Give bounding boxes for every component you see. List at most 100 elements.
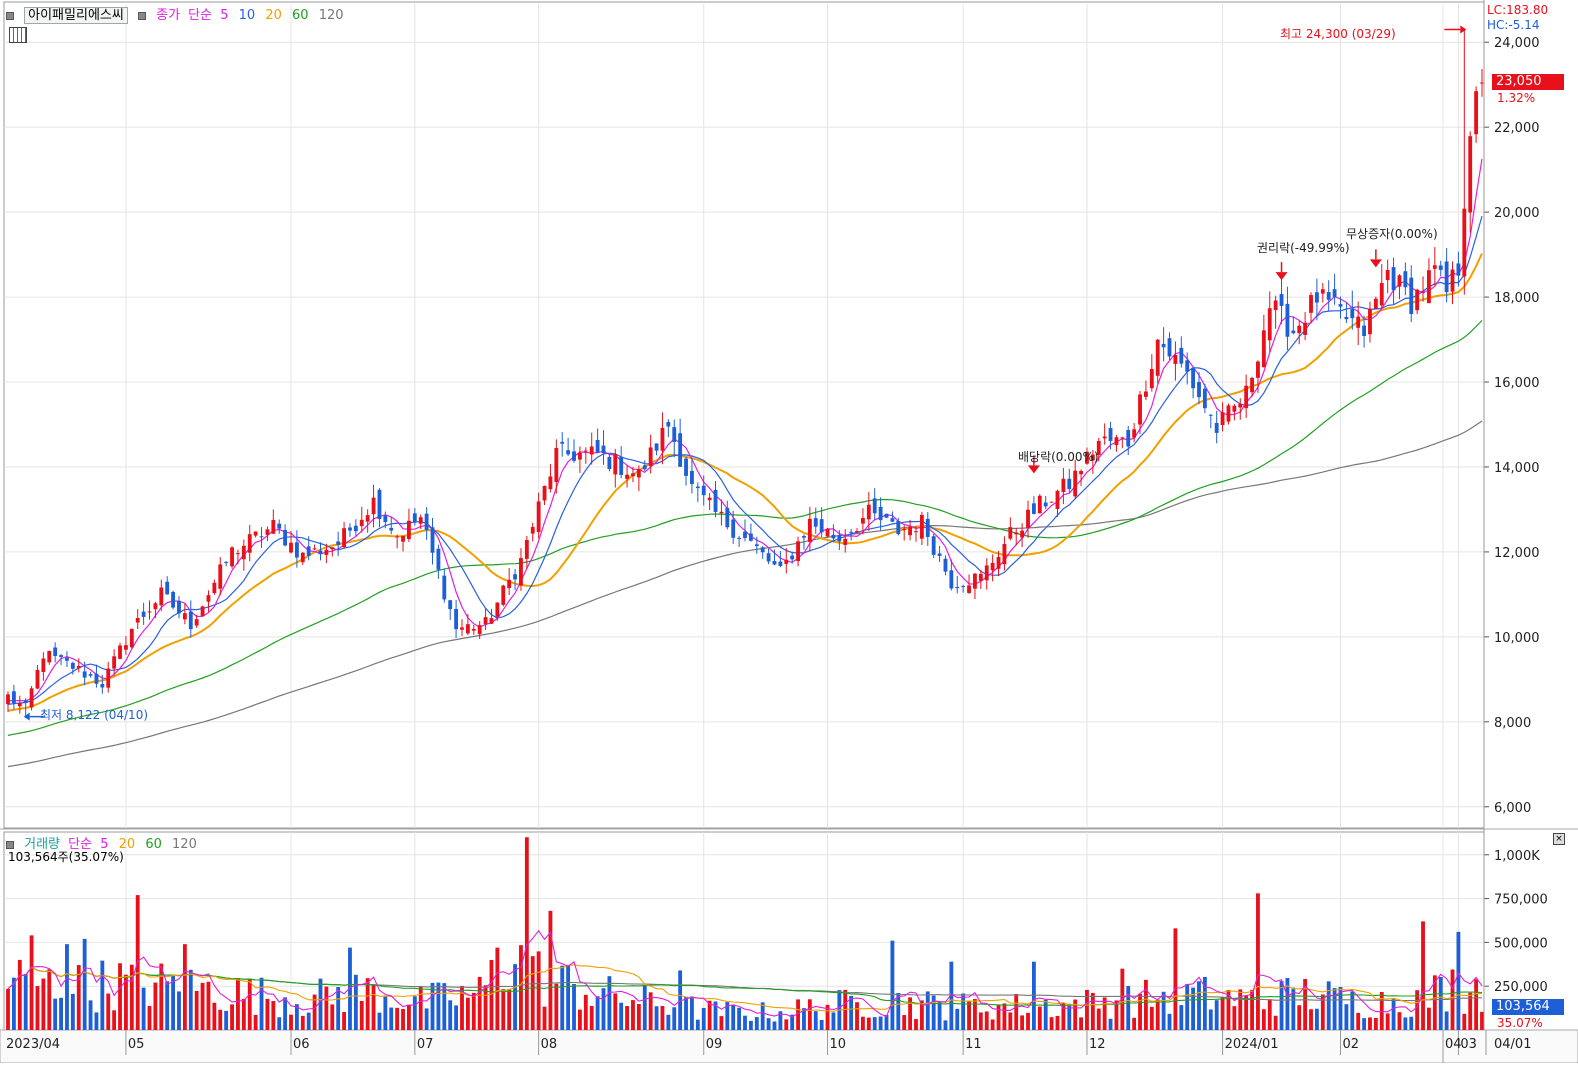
candle-body <box>76 665 81 669</box>
candle-body <box>648 447 653 467</box>
vol-ma20-label[interactable]: 20 <box>118 837 136 852</box>
volume-bar <box>1250 989 1254 1030</box>
ma60-line <box>7 319 1483 736</box>
volume-bar <box>1468 992 1473 1030</box>
last-volume-tag: 103,564 <box>1492 999 1564 1015</box>
ma10-label[interactable]: 10 <box>238 8 256 23</box>
ma5-label[interactable]: 5 <box>220 8 229 23</box>
volume-axis-label: 250,000 <box>1494 980 1548 995</box>
volume-bar <box>1391 999 1396 1030</box>
volume-bar <box>636 1004 641 1030</box>
date-axis-bar <box>0 1029 1578 1064</box>
vol-ma120-label[interactable]: 120 <box>172 837 197 852</box>
ma120-label[interactable]: 120 <box>318 8 344 23</box>
volume-bar <box>1167 1013 1172 1030</box>
ma10-line <box>7 215 1483 705</box>
candle-body <box>884 513 889 518</box>
candle-body <box>1285 303 1290 337</box>
volume-title[interactable]: 거래량 <box>24 837 61 852</box>
last-volume-pct: 35.07% <box>1497 1016 1543 1030</box>
volume-bar <box>919 1000 924 1030</box>
candle-body <box>577 452 582 460</box>
volume-bar <box>524 837 529 1030</box>
bonus-annotation: 무상증자(0.00%) <box>1346 227 1438 241</box>
candle-body <box>678 433 683 467</box>
stock-name-box[interactable]: 아이패밀리에스씨 <box>24 7 128 24</box>
candle-body <box>383 515 388 523</box>
candle-body <box>82 671 87 678</box>
candle-body <box>1273 300 1278 311</box>
candle-body <box>813 518 818 527</box>
ma60-label[interactable]: 60 <box>292 8 309 23</box>
volume-ma-type[interactable]: 단순 <box>68 837 93 852</box>
candle-body <box>100 684 105 688</box>
ma20-label[interactable]: 20 <box>265 8 282 23</box>
candle-body <box>1368 308 1372 335</box>
candle-body <box>684 458 688 476</box>
candle-body <box>1102 436 1107 439</box>
indicator-menu-icon[interactable] <box>137 11 146 20</box>
candle-body <box>41 658 46 672</box>
vol-ma5-label[interactable]: 5 <box>100 837 109 852</box>
volume-bar <box>324 986 329 1030</box>
candle-body <box>401 535 405 542</box>
candle-body <box>1079 471 1083 475</box>
candle-body <box>560 441 565 444</box>
candle-body <box>802 535 806 538</box>
volume-bar <box>1149 1006 1154 1030</box>
candle-body <box>412 513 417 523</box>
candle-body <box>342 528 346 548</box>
volume-menu-icon[interactable] <box>6 840 14 849</box>
panel-close-icon[interactable]: × <box>1553 833 1565 845</box>
candle-body <box>159 587 164 606</box>
volume-bar <box>88 1000 93 1030</box>
vol-ma60-label[interactable]: 60 <box>145 837 162 852</box>
volume-bar <box>784 1019 789 1030</box>
grid-table-icon[interactable] <box>9 27 27 43</box>
volume-bar <box>294 1004 299 1030</box>
candle-body <box>955 587 960 589</box>
candle-body <box>914 531 918 533</box>
volume-bar <box>1332 988 1337 1030</box>
candle-body <box>389 527 394 531</box>
candle-body <box>1261 330 1266 368</box>
candle-body <box>1197 382 1201 398</box>
volume-bar <box>200 982 205 1030</box>
candle-body <box>548 476 553 490</box>
last-price-tag: 23,050 <box>1492 74 1564 90</box>
volume-bar <box>790 1014 795 1030</box>
candle-body <box>1120 437 1125 439</box>
volume-bar <box>884 1014 889 1030</box>
volume-bar <box>530 956 535 1030</box>
price-type-label[interactable]: 종가 <box>156 8 181 23</box>
volume-bar <box>978 1012 983 1030</box>
volume-bar <box>418 986 423 1030</box>
ma20-line <box>7 253 1483 712</box>
candle-body <box>654 443 659 451</box>
volume-bar <box>1373 1017 1378 1030</box>
price-axis-label: 20,000 <box>1494 206 1540 221</box>
candle-body <box>188 611 193 630</box>
volume-bar <box>1191 987 1196 1030</box>
candle-body <box>896 520 901 535</box>
candle-body <box>177 600 181 614</box>
volume-bar <box>890 940 895 1030</box>
candle-body <box>35 669 40 689</box>
volume-bar <box>389 1007 394 1030</box>
candle-body <box>1014 532 1019 535</box>
volume-bar <box>967 1000 971 1030</box>
candle-body <box>1320 289 1325 294</box>
panel-menu-icon[interactable] <box>6 11 14 20</box>
candle-body <box>418 517 423 524</box>
volume-bar <box>943 1020 948 1030</box>
volume-bar <box>1244 995 1249 1030</box>
ma-type-label[interactable]: 단순 <box>188 8 213 23</box>
date-label: 12 <box>1089 1037 1106 1052</box>
candle-body <box>1379 283 1384 306</box>
date-label: 06 <box>293 1037 310 1052</box>
volume-bar <box>454 1005 459 1030</box>
candle-body <box>1108 428 1113 441</box>
volume-bar <box>548 910 553 1030</box>
candle-body <box>1267 308 1272 341</box>
